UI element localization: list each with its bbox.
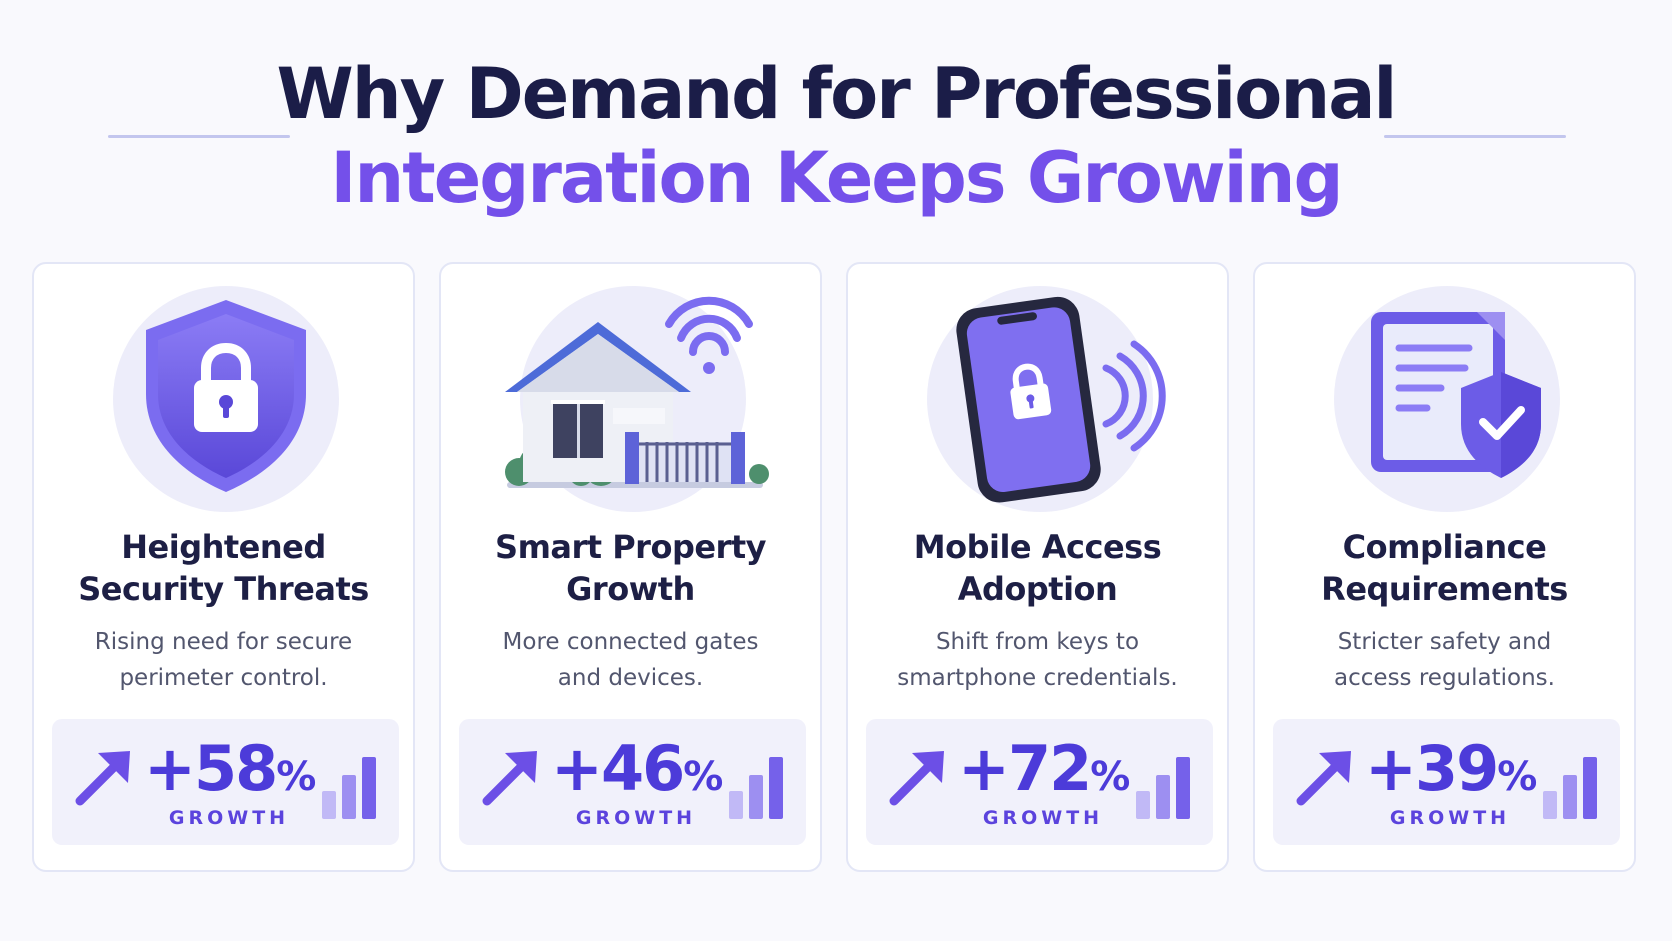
growth-stat: +72% GROWTH xyxy=(866,719,1213,845)
trend-up-arrow-icon xyxy=(1296,751,1351,806)
growth-stat: +39% GROWTH xyxy=(1273,719,1620,845)
growth-value: +39% xyxy=(1365,732,1538,805)
smartphone-lock-icon xyxy=(956,296,1166,503)
bar-chart-icon xyxy=(1136,757,1190,819)
bar-chart-icon xyxy=(729,757,783,819)
trend-up-arrow-icon xyxy=(75,751,130,806)
growth-label: GROWTH xyxy=(168,807,290,829)
card-description: Stricter safety and access regulations. xyxy=(1334,629,1555,691)
card-compliance: Compliance Requirements Stricter safety … xyxy=(1253,262,1636,872)
smart-home-icon xyxy=(505,296,769,488)
card-security-threats: Heightened Security Threats Rising need … xyxy=(32,262,415,872)
card-mobile-access: Mobile Access Adoption Shift from keys t… xyxy=(846,262,1229,872)
trend-up-arrow-icon xyxy=(889,751,944,806)
title-divider-right xyxy=(1384,135,1566,138)
card-title: Heightened Security Threats xyxy=(78,528,369,608)
title-line-1: Why Demand for Professional xyxy=(276,53,1398,135)
card-description: Rising need for secure perimeter control… xyxy=(94,629,353,691)
growth-value: +72% xyxy=(958,732,1131,805)
card-title: Smart Property Growth xyxy=(495,528,766,608)
card-smart-property: Smart Property Growth More connected gat… xyxy=(439,262,822,872)
document-shield-icon xyxy=(1371,312,1541,478)
growth-label: GROWTH xyxy=(575,807,697,829)
card-description: Shift from keys to smartphone credential… xyxy=(897,629,1178,691)
card-description: More connected gates and devices. xyxy=(502,629,759,691)
growth-label: GROWTH xyxy=(1389,807,1511,829)
trend-up-arrow-icon xyxy=(482,751,537,806)
growth-label: GROWTH xyxy=(982,807,1104,829)
card-title: Mobile Access Adoption xyxy=(913,528,1162,608)
growth-stat: +46% GROWTH xyxy=(459,719,806,845)
bar-chart-icon xyxy=(1543,757,1597,819)
growth-stat: +58% GROWTH xyxy=(52,719,399,845)
title-line-2: Integration Keeps Growing xyxy=(330,137,1343,219)
title-divider-left xyxy=(108,135,290,138)
page-title: Why Demand for Professional Integration … xyxy=(0,52,1672,220)
growth-value: +58% xyxy=(144,732,317,805)
card-title: Compliance Requirements xyxy=(1321,528,1568,608)
growth-value: +46% xyxy=(551,732,724,805)
shield-lock-icon xyxy=(146,300,306,492)
bar-chart-icon xyxy=(322,757,376,819)
